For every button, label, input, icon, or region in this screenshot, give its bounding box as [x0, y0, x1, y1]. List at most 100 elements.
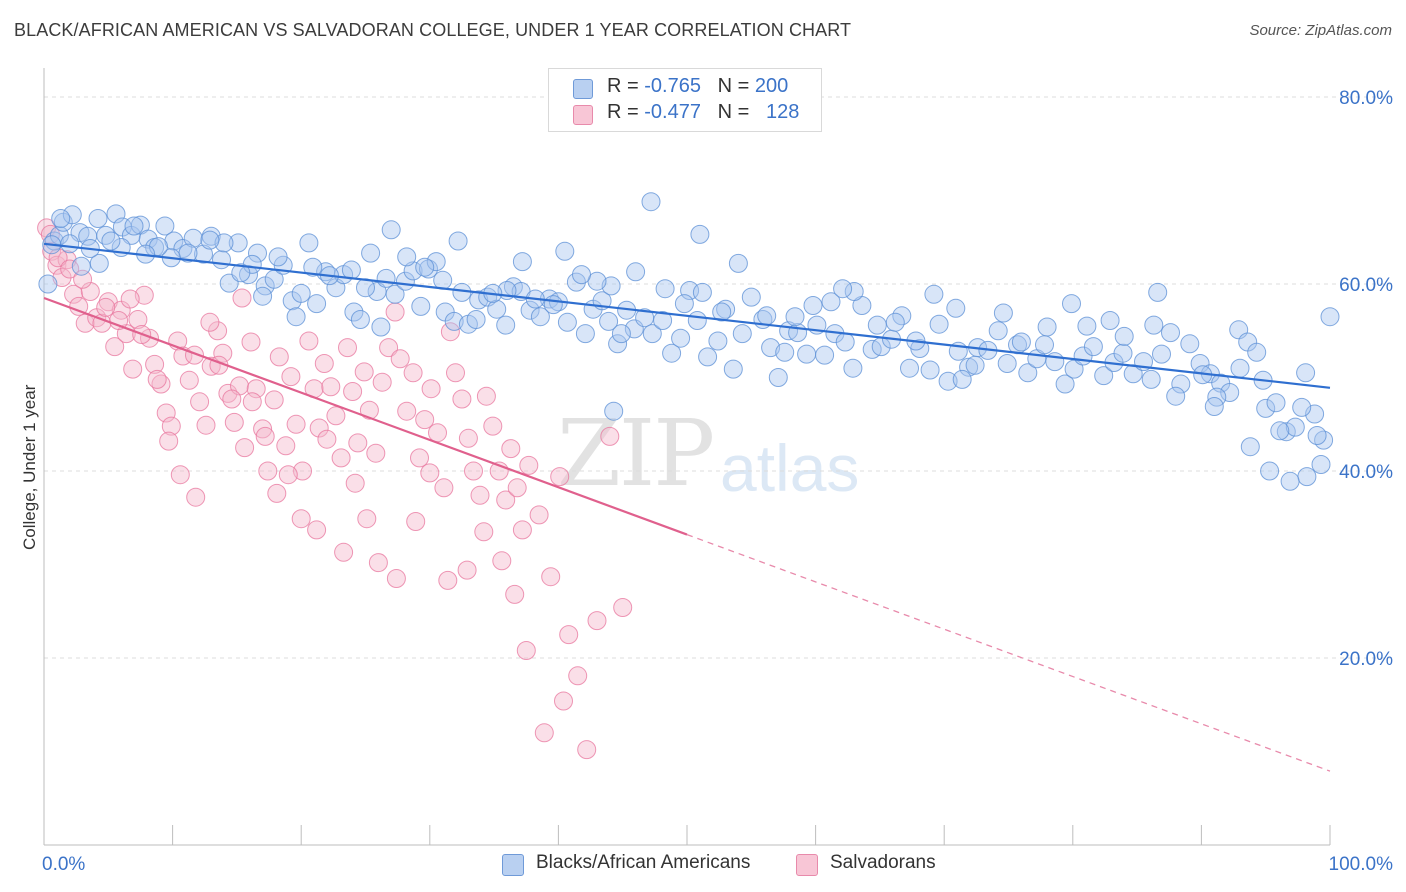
salvadoran-point [541, 567, 561, 587]
trend-lines [43, 242, 1331, 772]
black-african-american-point [815, 345, 835, 365]
salvadoran-point [357, 509, 377, 529]
salvadoran-point [458, 428, 478, 448]
salvadoran-point [568, 666, 588, 686]
salvadoran-point [218, 383, 238, 403]
salvadoran-point [264, 390, 284, 410]
salvadoran-point [64, 284, 84, 304]
bottom-legend-swatch-blue [502, 854, 524, 876]
black-african-american-point [200, 230, 220, 250]
salvadoran-point [314, 354, 334, 373]
black-african-american-point [692, 282, 712, 302]
salvadoran-point [281, 367, 301, 387]
black-african-american-point [71, 256, 91, 276]
salvadoran-point [410, 448, 429, 468]
black-african-american-point [952, 369, 972, 389]
black-african-american-point [1296, 363, 1316, 383]
black-african-american-point [444, 311, 464, 331]
black-african-american-point [268, 247, 288, 267]
salvadoran-point [334, 542, 354, 562]
black-african-american-point [1240, 437, 1260, 457]
black-african-american-point [1307, 426, 1327, 445]
salvadoran-point [241, 332, 261, 352]
salvadoran-point [390, 349, 410, 369]
black-african-american-point [361, 243, 381, 263]
salvadoran-point [554, 691, 573, 711]
watermark-atlas: atlas [720, 431, 860, 505]
black-african-american-point [1148, 282, 1168, 302]
black-african-american-point [411, 296, 431, 316]
salvadoran-point [505, 584, 525, 604]
salvadoran-point [159, 431, 179, 451]
black-african-american-point [671, 328, 691, 348]
bottom-legend-blue: Blacks/African Americans [502, 852, 782, 876]
salvadoran-point [291, 509, 311, 529]
black-african-american-point [543, 295, 563, 315]
salvadoran-point [123, 359, 143, 379]
y-axis-label: College, Under 1 year [20, 384, 39, 550]
black-african-american-point [381, 220, 401, 240]
black-african-american-point [496, 315, 516, 335]
black-african-american-point [723, 359, 743, 379]
salvadoran-point [406, 512, 426, 531]
black-african-american-point [843, 358, 863, 378]
salvadoran-point [600, 426, 620, 446]
salvadoran-point [338, 338, 357, 358]
black-african-american-point [1055, 374, 1075, 394]
black-african-american-point [38, 274, 58, 294]
black-african-american-point [286, 307, 306, 327]
salvadoran-point [559, 625, 579, 645]
salvadoran-point [496, 490, 516, 510]
x-tick-label-left: 0.0% [42, 854, 85, 875]
salvadoran-point [235, 438, 255, 458]
salvadoran-point [507, 478, 527, 498]
black-african-american-point [788, 323, 808, 343]
salvadoran-point [397, 401, 417, 421]
salvadoran-point [354, 362, 374, 382]
black-african-american-point [1266, 393, 1286, 413]
salvadoran-point [464, 461, 483, 481]
black-african-american-point [761, 338, 781, 358]
salvadoran-point [47, 255, 67, 275]
black-african-american-point [512, 252, 532, 272]
black-african-american-point [1094, 366, 1114, 386]
black-african-american-point [466, 310, 486, 329]
black-african-american-point [642, 324, 662, 344]
salvadoran-point [147, 369, 167, 389]
legend-text-blue: R = -0.765 N = 200 [607, 75, 788, 98]
black-african-american-point [1297, 467, 1317, 487]
black-african-american-point [1114, 326, 1134, 346]
salvadoran-point [348, 433, 368, 453]
black-african-american-point [900, 358, 919, 378]
black-african-american-point [520, 300, 540, 320]
black-african-american-point [291, 283, 311, 303]
legend-text-pink: R = -0.477 N = 128 [607, 101, 799, 124]
salvadoran-point [145, 354, 165, 374]
black-african-american-point [1062, 294, 1081, 314]
watermark-zip: ZIP [557, 400, 715, 507]
black-african-american-point [604, 401, 624, 421]
black-african-american-point [1270, 421, 1290, 441]
legend-row-pink: R = -0.477 N = 128 [573, 101, 799, 127]
black-african-american-point [674, 294, 694, 314]
legend-n-label-blue: N = [717, 75, 755, 97]
black-african-american-point [1220, 383, 1240, 402]
salvadoran-point [434, 478, 454, 498]
salvadoran-point [529, 505, 549, 525]
black-african-american-point [155, 216, 175, 236]
black-african-american-point [96, 225, 116, 245]
salvadoran-point [258, 461, 278, 481]
salvadoran-point [253, 419, 273, 439]
black-african-american-point [1230, 358, 1250, 378]
black-african-american-point [101, 231, 121, 251]
salvadoran-point [120, 289, 140, 309]
black-african-american-point [599, 311, 619, 331]
black-african-american-point [690, 224, 710, 244]
salvadoran-point [134, 285, 154, 305]
black-african-american-point [653, 311, 673, 330]
black-african-american-point [775, 342, 795, 362]
salvadoran-point [386, 569, 406, 588]
black-african-american-point [371, 317, 391, 337]
salvadoran-point [428, 423, 447, 443]
black-african-american-point [920, 360, 940, 380]
